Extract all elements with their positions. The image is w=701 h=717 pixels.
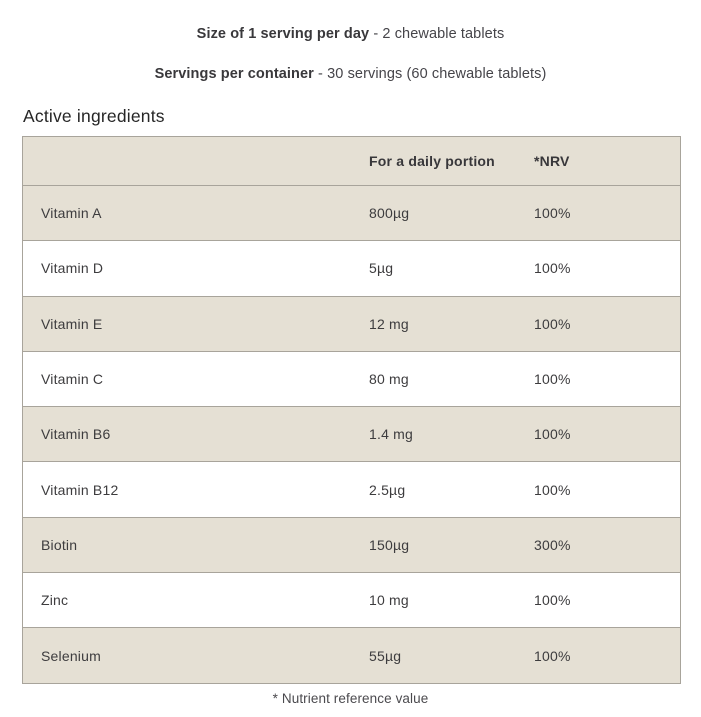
table-row: Vitamin D 5µg 100% — [23, 240, 680, 296]
table-row: Vitamin A 800µg 100% — [23, 185, 680, 241]
ingredient-nrv: 100% — [534, 205, 571, 222]
ingredient-name: Vitamin A — [41, 205, 102, 222]
serving-size-label: Size of 1 serving per day — [196, 26, 370, 42]
table-row: Vitamin B6 1.4 mg 100% — [23, 406, 680, 462]
serving-size-line: Size of 1 serving per day - 2 chewable t… — [0, 26, 701, 42]
ingredient-nrv: 100% — [534, 260, 571, 277]
ingredient-amount: 80 mg — [369, 371, 409, 388]
ingredient-amount: 10 mg — [369, 592, 409, 609]
ingredient-name: Zinc — [41, 592, 69, 609]
ingredient-nrv: 100% — [534, 315, 571, 332]
servings-per-container-line: Servings per container - 30 servings (60… — [0, 66, 701, 82]
table-row: Zinc 10 mg 100% — [23, 572, 680, 628]
table-body: Vitamin A 800µg 100% Vitamin D 5µg 100% … — [23, 185, 680, 683]
table-row: Vitamin C 80 mg 100% — [23, 350, 680, 407]
serving-size-value: - 2 chewable tablets — [369, 26, 505, 42]
nrv-footnote: * Nutrient reference value — [272, 690, 429, 706]
table-row: Biotin 150µg 300% — [23, 516, 680, 573]
servings-per-container-value: - 30 servings (60 chewable tablets) — [313, 66, 547, 82]
column-header-daily-portion: For a daily portion — [369, 153, 495, 169]
ingredient-amount: 1.4 mg — [369, 426, 413, 443]
ingredient-name: Vitamin B12 — [41, 481, 119, 498]
active-ingredients-heading: Active ingredients — [23, 106, 165, 126]
ingredient-name: Vitamin E — [41, 315, 103, 332]
ingredient-nrv: 300% — [534, 536, 571, 553]
table-header-row: For a daily portion *NRV — [23, 137, 680, 185]
ingredient-name: Vitamin C — [41, 371, 104, 388]
serving-info: Size of 1 serving per day - 2 chewable t… — [0, 0, 701, 82]
ingredient-amount: 800µg — [369, 205, 410, 222]
ingredient-name: Selenium — [41, 647, 101, 664]
table-row: Selenium 55µg 100% — [23, 627, 680, 683]
table-row: Vitamin B12 2.5µg 100% — [23, 461, 680, 517]
table-row: Vitamin E 12 mg 100% — [23, 295, 680, 351]
ingredient-nrv: 100% — [534, 371, 571, 388]
column-header-nrv: *NRV — [534, 153, 570, 169]
ingredient-name: Vitamin D — [41, 260, 104, 277]
ingredient-amount: 12 mg — [369, 315, 409, 332]
ingredient-amount: 2.5µg — [369, 481, 406, 498]
ingredient-amount: 5µg — [369, 260, 394, 277]
ingredient-name: Vitamin B6 — [41, 426, 111, 443]
ingredient-name: Biotin — [41, 536, 78, 553]
ingredient-nrv: 100% — [534, 426, 571, 443]
ingredient-amount: 150µg — [369, 536, 410, 553]
servings-per-container-label: Servings per container — [154, 66, 314, 82]
active-ingredients-table: For a daily portion *NRV Vitamin A 800µg… — [22, 136, 681, 684]
ingredient-nrv: 100% — [534, 481, 571, 498]
ingredient-nrv: 100% — [534, 647, 571, 664]
ingredient-nrv: 100% — [534, 592, 571, 609]
ingredient-amount: 55µg — [369, 647, 402, 664]
